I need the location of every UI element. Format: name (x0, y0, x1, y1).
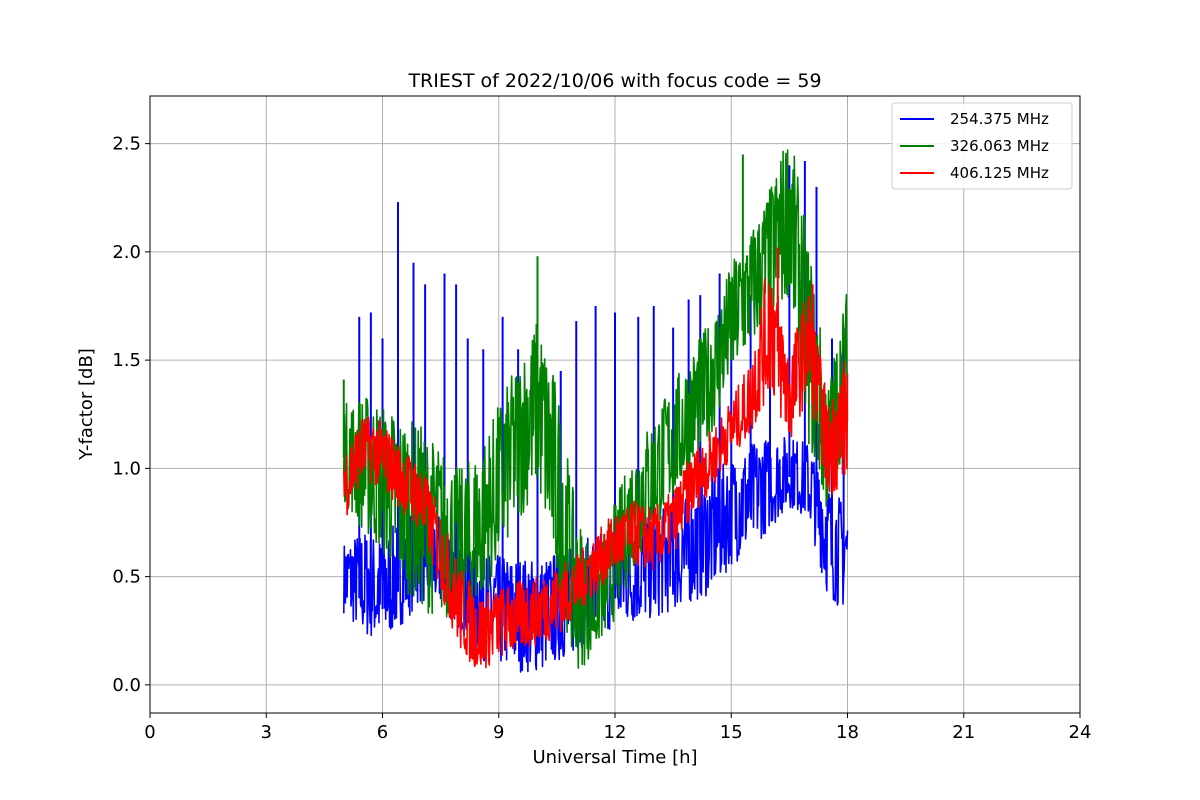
y-tick-label: 2.0 (112, 242, 141, 263)
x-tick-label: 12 (604, 722, 627, 743)
y-tick-label: 0.0 (112, 675, 141, 696)
y-tick-label: 2.5 (112, 134, 141, 155)
y-tick-label: 0.5 (112, 567, 141, 588)
x-tick-label: 9 (493, 722, 504, 743)
y-tick-label: 1.0 (112, 458, 141, 479)
series-line-1 (343, 149, 849, 669)
legend: 254.375 MHz 326.063 MHz 406.125 MHz (891, 102, 1073, 190)
legend-box (891, 102, 1073, 190)
x-tick-label: 6 (377, 722, 388, 743)
y-axis: 0.0 0.5 1.0 1.5 2.0 2.5 (112, 134, 150, 696)
x-tick-label: 15 (720, 722, 743, 743)
x-tick-label: 18 (836, 722, 859, 743)
series-line-2 (343, 277, 849, 669)
x-tick-label: 24 (1069, 722, 1092, 743)
x-tick-label: 0 (144, 722, 155, 743)
legend-label-326: 326.063 MHz (950, 137, 1049, 155)
x-tick-label: 3 (261, 722, 272, 743)
y-tick-label: 1.5 (112, 350, 141, 371)
x-axis: 0 3 6 9 12 15 18 21 24 (144, 713, 1091, 743)
legend-label-254: 254.375 MHz (950, 110, 1049, 128)
x-tick-label: 21 (952, 722, 975, 743)
y-axis-label: Y-factor [dB] (76, 348, 97, 461)
chart-title: TRIEST of 2022/10/06 with focus code = 5… (407, 70, 821, 92)
legend-label-406: 406.125 MHz (950, 164, 1049, 182)
series-layer (342, 149, 849, 673)
x-axis-label: Universal Time [h] (532, 747, 697, 768)
